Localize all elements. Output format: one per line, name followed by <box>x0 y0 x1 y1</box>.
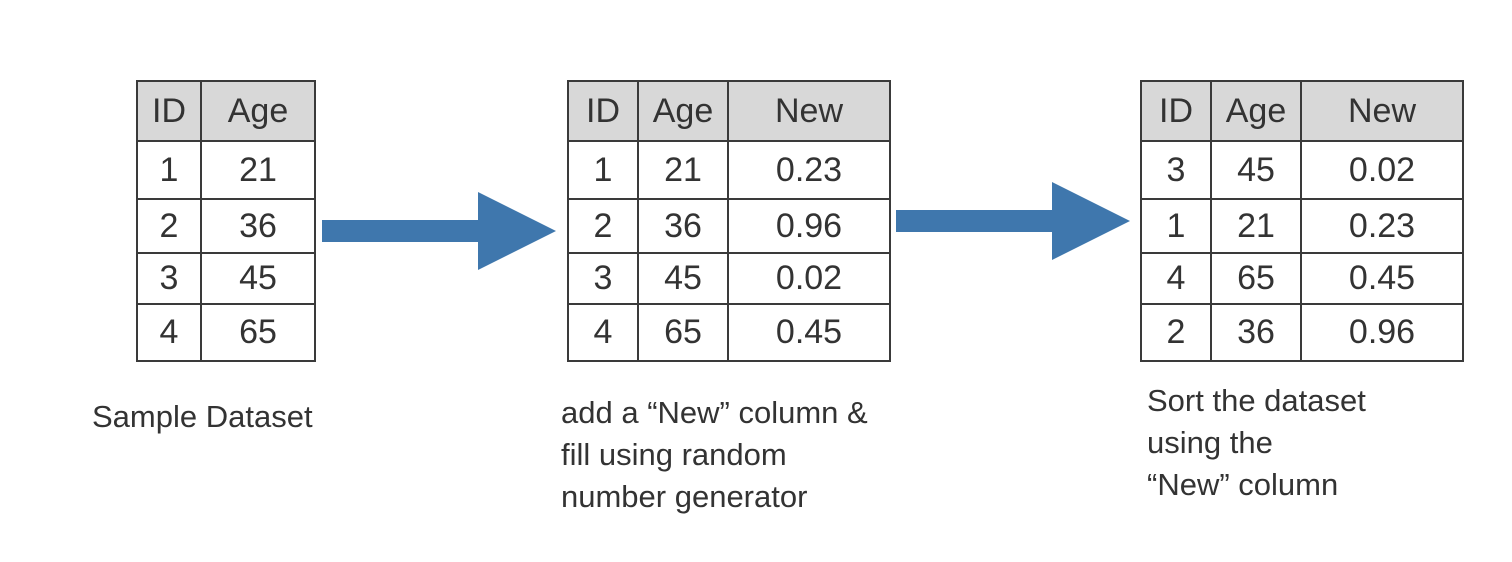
right-arrow-icon <box>896 182 1130 260</box>
table-row: 2 36 <box>136 198 316 254</box>
caption-line: Sample Dataset <box>92 399 313 434</box>
arrow-shape <box>322 192 556 270</box>
table-row: 3 45 0.02 <box>1140 140 1464 200</box>
table-cell: 65 <box>1210 252 1302 305</box>
table-cell: 45 <box>1210 140 1302 200</box>
column-header: New <box>727 80 891 142</box>
table-header-row: ID Age New <box>567 80 891 142</box>
table-cell: 2 <box>1140 303 1212 362</box>
table-cell: 21 <box>637 140 729 200</box>
column-header: Age <box>200 80 316 142</box>
table-cell: 4 <box>1140 252 1212 305</box>
table-cell: 65 <box>200 303 316 362</box>
table-row: 2 36 0.96 <box>1140 303 1464 362</box>
table-header-row: ID Age New <box>1140 80 1464 142</box>
table-cell: 65 <box>637 303 729 362</box>
right-arrow-icon <box>322 192 556 270</box>
table-cell: 36 <box>200 198 316 254</box>
table-row: 4 65 0.45 <box>567 303 891 362</box>
sample-dataset-caption: Sample Dataset <box>92 396 313 438</box>
table-cell: 45 <box>637 252 729 305</box>
table-header-row: ID Age <box>136 80 316 142</box>
column-header: Age <box>1210 80 1302 142</box>
add-column-caption: add a “New” column & fill using random n… <box>561 392 868 518</box>
table-cell: 3 <box>1140 140 1212 200</box>
table-cell: 36 <box>637 198 729 254</box>
table-cell: 21 <box>200 140 316 200</box>
table-cell: 0.45 <box>1300 252 1464 305</box>
table-cell: 2 <box>136 198 202 254</box>
table-cell: 1 <box>567 140 639 200</box>
table-row: 4 65 0.45 <box>1140 252 1464 305</box>
caption-line: “New” column <box>1147 467 1339 502</box>
caption-line: add a “New” column & <box>561 395 868 430</box>
table-cell: 3 <box>567 252 639 305</box>
column-header: New <box>1300 80 1464 142</box>
table-cell: 4 <box>136 303 202 362</box>
table-cell: 1 <box>1140 198 1212 254</box>
table-cell: 36 <box>1210 303 1302 362</box>
column-header: Age <box>637 80 729 142</box>
table-cell: 0.96 <box>727 198 891 254</box>
table-row: 1 21 <box>136 140 316 200</box>
column-header: ID <box>1140 80 1212 142</box>
table-cell: 0.02 <box>1300 140 1464 200</box>
table-cell: 0.02 <box>727 252 891 305</box>
column-header: ID <box>136 80 202 142</box>
column-header: ID <box>567 80 639 142</box>
caption-line: number generator <box>561 479 808 514</box>
sorted-dataset-table: ID Age New 3 45 0.02 1 21 0.23 4 65 0.45… <box>1140 80 1464 362</box>
table-row: 3 45 <box>136 252 316 305</box>
table-cell: 0.96 <box>1300 303 1464 362</box>
sort-dataset-caption: Sort the dataset using the “New” column <box>1147 380 1366 506</box>
caption-line: Sort the dataset <box>1147 383 1366 418</box>
table-cell: 0.23 <box>1300 198 1464 254</box>
added-column-table: ID Age New 1 21 0.23 2 36 0.96 3 45 0.02… <box>567 80 891 362</box>
table-cell: 45 <box>200 252 316 305</box>
table-row: 1 21 0.23 <box>567 140 891 200</box>
caption-line: fill using random <box>561 437 787 472</box>
arrow-shape <box>896 182 1130 260</box>
table-cell: 21 <box>1210 198 1302 254</box>
table-cell: 0.23 <box>727 140 891 200</box>
table-cell: 1 <box>136 140 202 200</box>
sample-dataset-table: ID Age 1 21 2 36 3 45 4 65 <box>136 80 316 362</box>
table-row: 1 21 0.23 <box>1140 198 1464 254</box>
table-row: 4 65 <box>136 303 316 362</box>
caption-line: using the <box>1147 425 1273 460</box>
table-cell: 2 <box>567 198 639 254</box>
table-row: 3 45 0.02 <box>567 252 891 305</box>
table-cell: 3 <box>136 252 202 305</box>
table-cell: 0.45 <box>727 303 891 362</box>
table-cell: 4 <box>567 303 639 362</box>
table-row: 2 36 0.96 <box>567 198 891 254</box>
